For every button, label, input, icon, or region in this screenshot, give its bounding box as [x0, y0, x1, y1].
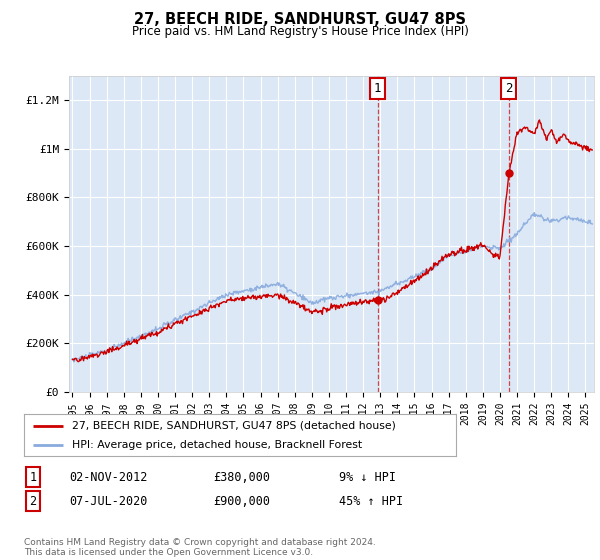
Text: 2: 2 — [29, 494, 37, 508]
Text: HPI: Average price, detached house, Bracknell Forest: HPI: Average price, detached house, Brac… — [71, 440, 362, 450]
Text: 1: 1 — [29, 470, 37, 484]
Text: 27, BEECH RIDE, SANDHURST, GU47 8PS (detached house): 27, BEECH RIDE, SANDHURST, GU47 8PS (det… — [71, 421, 395, 431]
Text: 1: 1 — [374, 82, 381, 95]
Text: 02-NOV-2012: 02-NOV-2012 — [69, 470, 148, 484]
Text: £380,000: £380,000 — [213, 470, 270, 484]
Text: 27, BEECH RIDE, SANDHURST, GU47 8PS: 27, BEECH RIDE, SANDHURST, GU47 8PS — [134, 12, 466, 27]
Text: 07-JUL-2020: 07-JUL-2020 — [69, 494, 148, 508]
Text: Price paid vs. HM Land Registry's House Price Index (HPI): Price paid vs. HM Land Registry's House … — [131, 25, 469, 38]
Text: £900,000: £900,000 — [213, 494, 270, 508]
Text: 9% ↓ HPI: 9% ↓ HPI — [339, 470, 396, 484]
Text: 2: 2 — [505, 82, 512, 95]
Text: Contains HM Land Registry data © Crown copyright and database right 2024.
This d: Contains HM Land Registry data © Crown c… — [24, 538, 376, 557]
Text: 45% ↑ HPI: 45% ↑ HPI — [339, 494, 403, 508]
